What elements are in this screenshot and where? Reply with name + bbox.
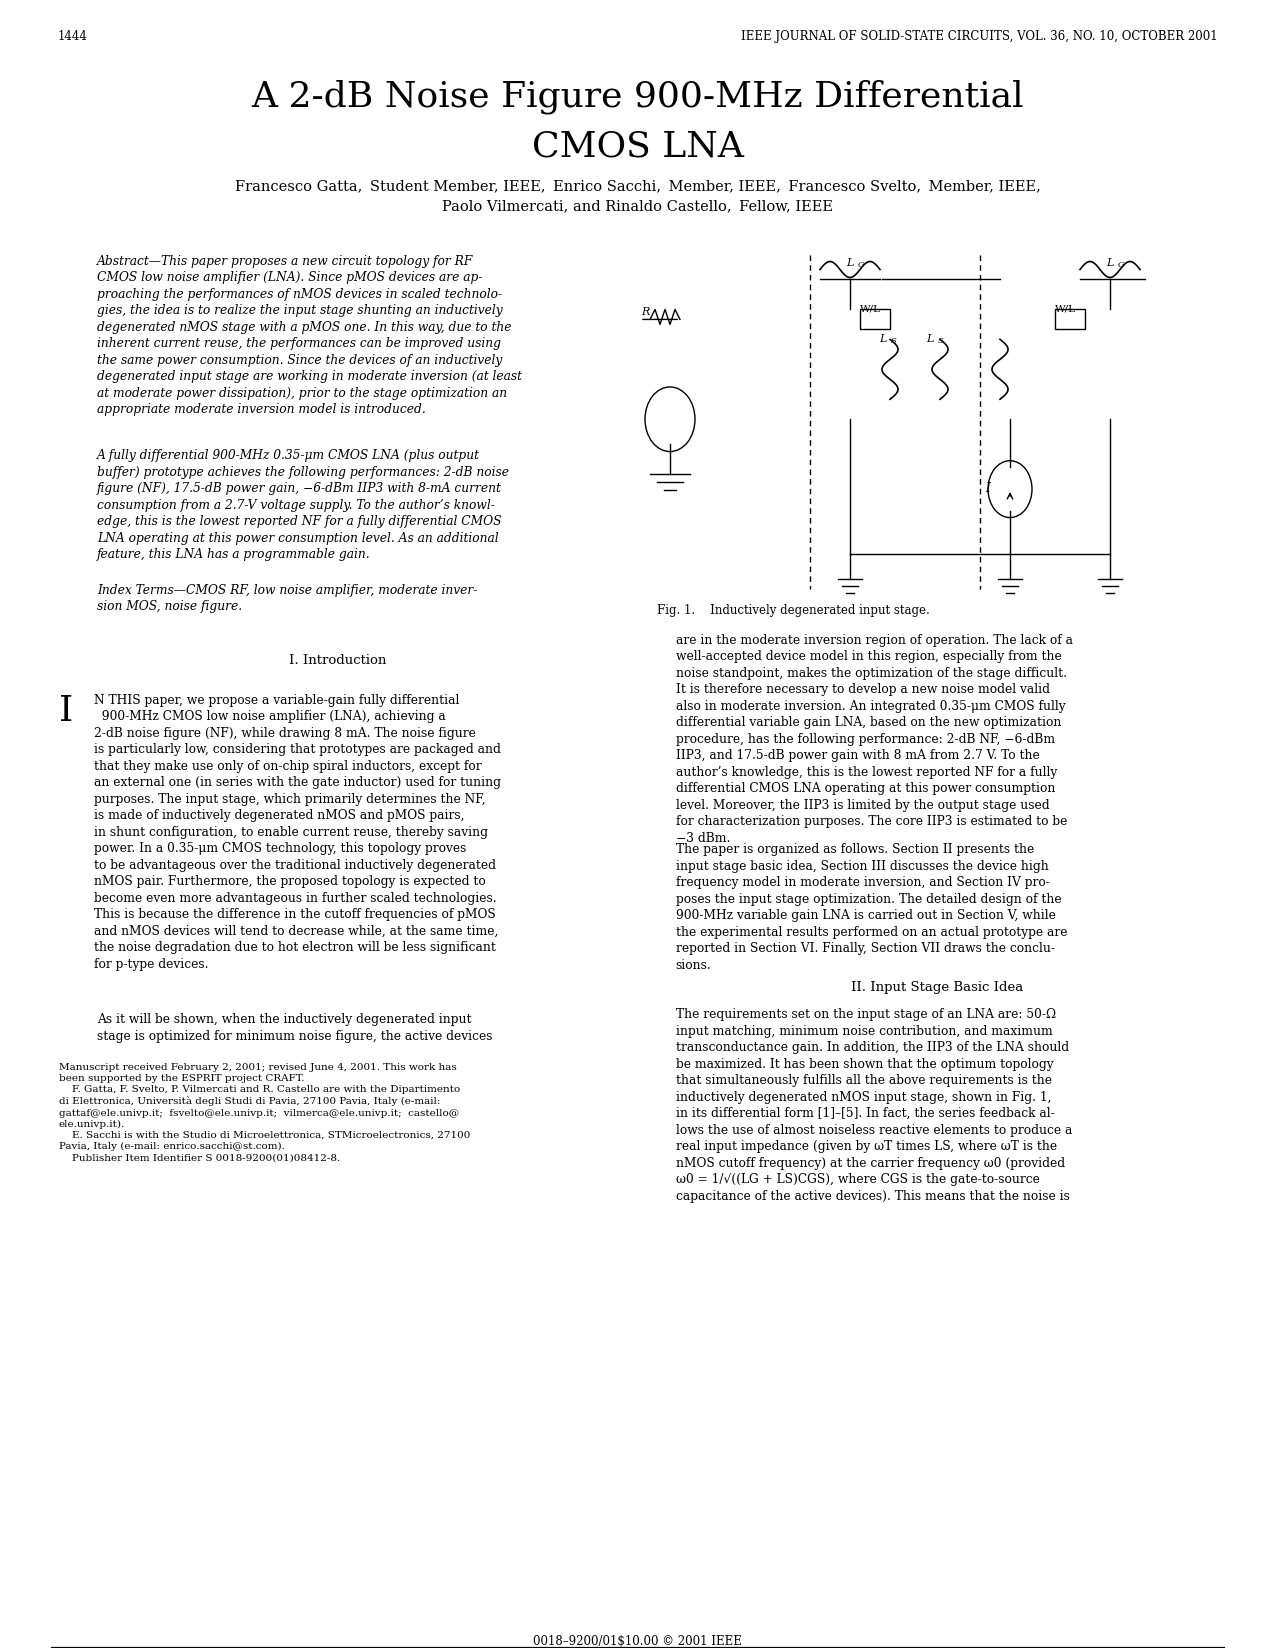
Text: S: S xyxy=(891,337,896,345)
Text: 1444: 1444 xyxy=(57,30,87,43)
Text: Francesco Gatta,  Student Member, IEEE,  Enrico Sacchi,  Member, IEEE,  Francesc: Francesco Gatta, Student Member, IEEE, E… xyxy=(235,180,1040,193)
Text: W/L: W/L xyxy=(859,304,881,314)
Text: Paolo Vilmercati, and Rinaldo Castello,  Fellow, IEEE: Paolo Vilmercati, and Rinaldo Castello, … xyxy=(442,200,833,213)
Text: G: G xyxy=(1118,261,1125,269)
Text: Manuscript received February 2, 2001; revised June 4, 2001. This work has
been s: Manuscript received February 2, 2001; re… xyxy=(59,1063,470,1162)
Text: CMOS LNA: CMOS LNA xyxy=(532,130,743,163)
Text: S: S xyxy=(938,337,944,345)
Bar xyxy=(1054,309,1085,330)
Text: A fully differential 900-MHz 0.35-μm CMOS LNA (plus output
buffer) prototype ach: A fully differential 900-MHz 0.35-μm CMO… xyxy=(97,449,509,561)
Text: As it will be shown, when the inductively degenerated input
stage is optimized f: As it will be shown, when the inductivel… xyxy=(97,1014,492,1043)
Text: are in the moderate inversion region of operation. The lack of a
well-accepted d: are in the moderate inversion region of … xyxy=(676,634,1072,845)
Text: A 2-dB Noise Figure 900-MHz Differential: A 2-dB Noise Figure 900-MHz Differential xyxy=(251,79,1024,114)
Text: 0018–9200/01$10.00 © 2001 IEEE: 0018–9200/01$10.00 © 2001 IEEE xyxy=(533,1634,742,1648)
Text: The requirements set on the input stage of an LNA are: 50-Ω
input matching, mini: The requirements set on the input stage … xyxy=(676,1009,1072,1202)
Text: I: I xyxy=(59,693,73,728)
Text: Fig. 1.    Inductively degenerated input stage.: Fig. 1. Inductively degenerated input st… xyxy=(657,604,929,617)
Text: I: I xyxy=(986,482,991,495)
Text: II. Input Stage Basic Idea: II. Input Stage Basic Idea xyxy=(850,981,1024,994)
Text: Abstract—This paper proposes a new circuit topology for RF
CMOS low noise amplif: Abstract—This paper proposes a new circu… xyxy=(97,254,521,416)
Text: Index Terms—CMOS RF, low noise amplifier, moderate inver-
sion MOS, noise figure: Index Terms—CMOS RF, low noise amplifier… xyxy=(97,584,477,614)
Text: N THIS paper, we propose a variable-gain fully differential
  900-MHz CMOS low n: N THIS paper, we propose a variable-gain… xyxy=(94,693,501,971)
Text: R: R xyxy=(641,307,649,317)
Text: W/L: W/L xyxy=(1054,304,1076,314)
Text: L: L xyxy=(847,258,854,267)
Text: The paper is organized as follows. Section II presents the
input stage basic ide: The paper is organized as follows. Secti… xyxy=(676,844,1067,972)
Text: L: L xyxy=(1107,258,1113,267)
Text: L: L xyxy=(880,335,886,345)
Bar xyxy=(861,309,890,330)
Text: G: G xyxy=(858,261,864,269)
Text: L: L xyxy=(927,335,933,345)
Text: I. Introduction: I. Introduction xyxy=(289,654,386,667)
Text: IEEE JOURNAL OF SOLID-STATE CIRCUITS, VOL. 36, NO. 10, OCTOBER 2001: IEEE JOURNAL OF SOLID-STATE CIRCUITS, VO… xyxy=(741,30,1218,43)
